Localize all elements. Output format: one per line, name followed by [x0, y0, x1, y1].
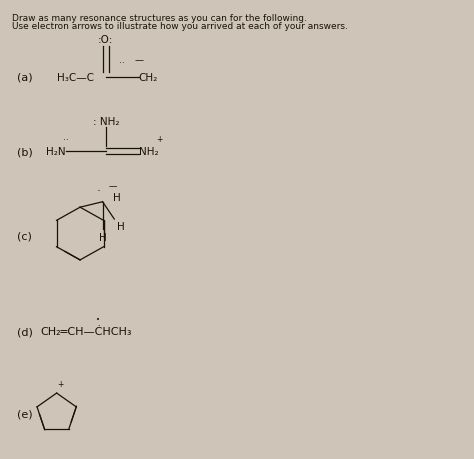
Text: +: + — [57, 379, 64, 388]
Text: Use electron arrows to illustrate how you arrived at each of your answers.: Use electron arrows to illustrate how yo… — [12, 22, 348, 31]
Text: ..: .. — [63, 133, 69, 141]
Text: H: H — [99, 232, 107, 242]
Text: (a): (a) — [17, 73, 32, 83]
Text: : NH₂: : NH₂ — [92, 117, 119, 127]
Text: Draw as many resonance structures as you can for the following.: Draw as many resonance structures as you… — [12, 14, 307, 23]
Text: (d): (d) — [17, 326, 33, 336]
Text: ..: .. — [119, 56, 125, 65]
Text: H₂N: H₂N — [46, 146, 66, 157]
Text: (c): (c) — [17, 231, 32, 241]
Text: NH₂: NH₂ — [138, 146, 158, 157]
Text: H: H — [117, 221, 124, 231]
Text: —: — — [134, 56, 143, 65]
Text: —: — — [108, 181, 117, 190]
Text: +: + — [156, 134, 163, 143]
Text: •: • — [96, 316, 100, 323]
Text: CH₂: CH₂ — [138, 73, 158, 83]
Text: H: H — [113, 193, 120, 203]
Text: (b): (b) — [17, 147, 33, 157]
Text: ..: .. — [96, 183, 101, 192]
Text: (e): (e) — [17, 408, 32, 418]
Text: H₃C—C: H₃C—C — [57, 73, 94, 83]
Text: :O:: :O: — [98, 35, 114, 45]
Text: CH₂═CH—ĊHCH₃: CH₂═CH—ĊHCH₃ — [40, 326, 132, 336]
